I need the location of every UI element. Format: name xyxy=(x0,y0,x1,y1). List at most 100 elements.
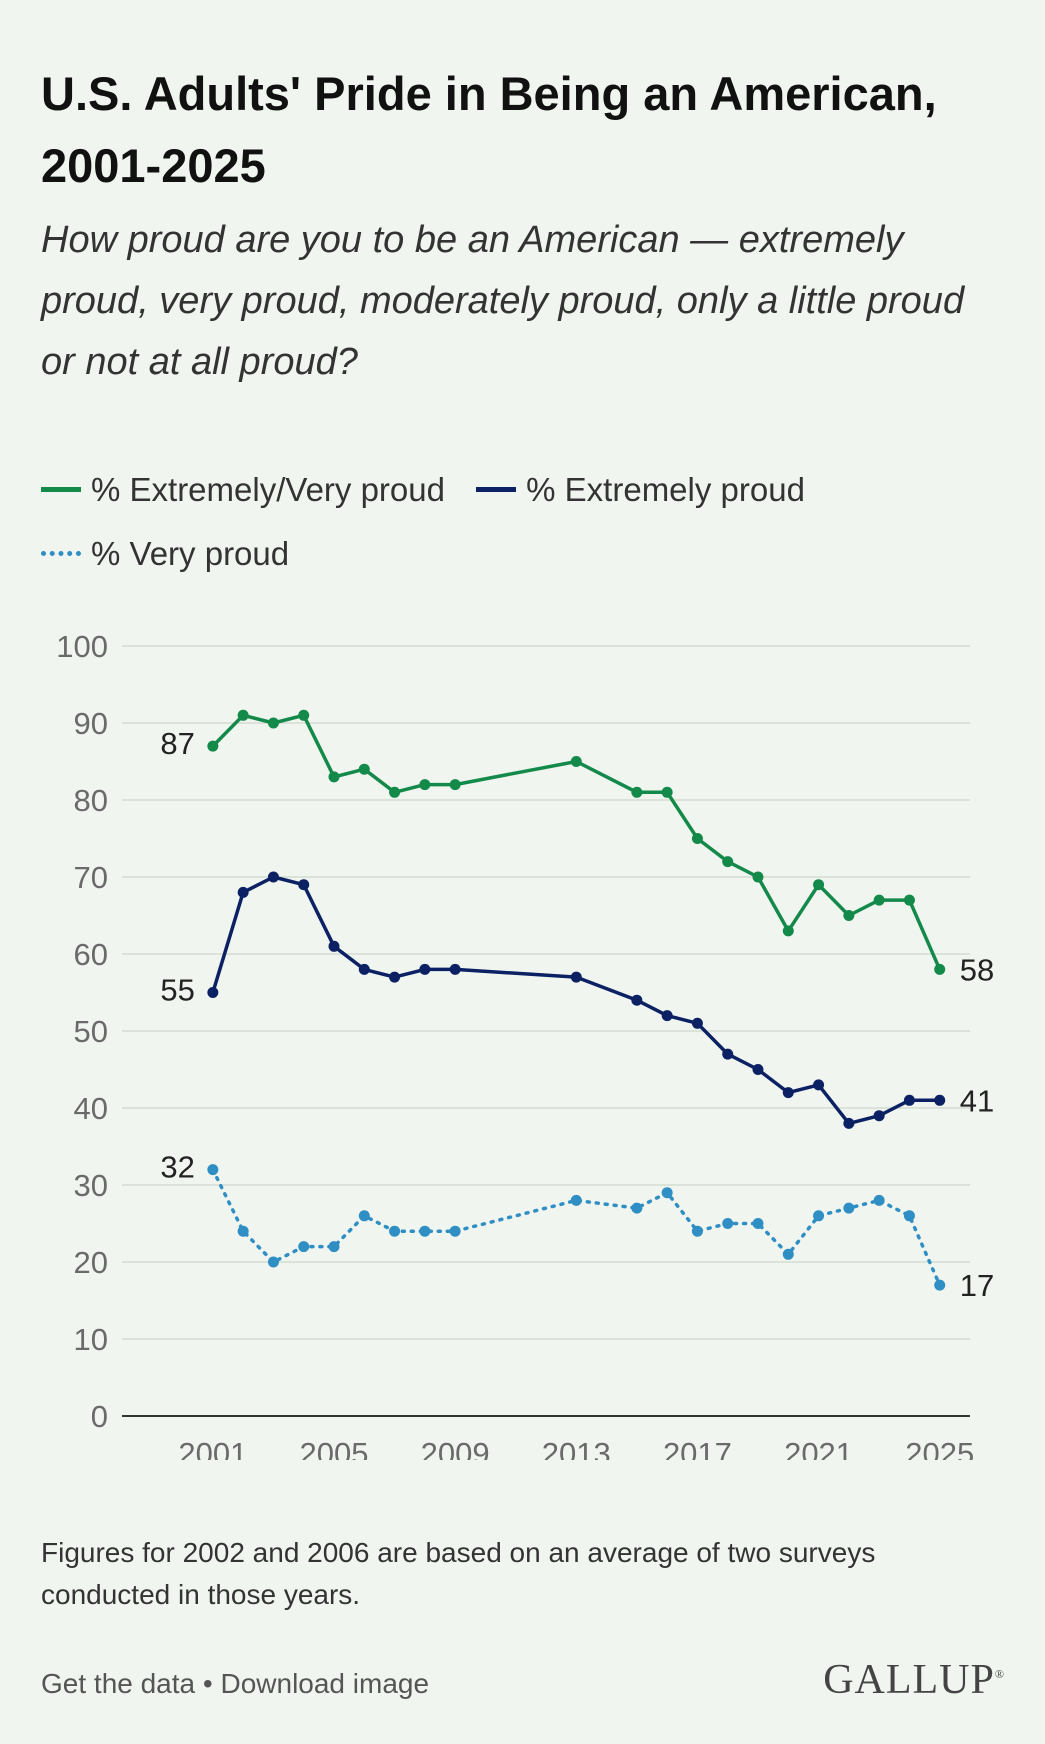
legend-item-extremely-very: % Extremely/Very proud xyxy=(41,458,445,522)
data-point xyxy=(661,786,673,798)
data-point xyxy=(449,779,461,791)
chart-title: U.S. Adults' Pride in Being an American,… xyxy=(41,67,937,192)
data-point xyxy=(237,709,249,721)
legend-label-extremely-very: % Extremely/Very proud xyxy=(91,471,445,508)
data-point xyxy=(843,910,855,921)
data-point xyxy=(570,1194,582,1206)
x-tick-label: 2021 xyxy=(784,1436,853,1460)
footer-separator: • xyxy=(195,1668,221,1699)
data-point xyxy=(873,1110,885,1122)
download-image-link[interactable]: Download image xyxy=(220,1668,430,1699)
grid-layer: 0 10 20 30 40 50 60 70 80 90 100 2001 2005 2009 2013 20… xyxy=(56,629,974,1460)
start-value-label: 87 xyxy=(160,726,194,761)
data-point xyxy=(843,1117,855,1129)
data-point xyxy=(782,1248,794,1260)
x-tick-label: 2013 xyxy=(542,1436,611,1460)
chart-note: Figures for 2002 and 2006 are based on a… xyxy=(41,1537,876,1610)
chart-subtitle: How proud are you to be an American — ex… xyxy=(41,219,965,383)
end-value-label: 17 xyxy=(960,1268,994,1303)
data-point xyxy=(207,740,219,752)
data-point xyxy=(267,871,279,883)
data-point xyxy=(449,963,461,975)
data-point xyxy=(419,963,431,975)
data-point xyxy=(237,1225,249,1237)
data-point xyxy=(813,1210,825,1222)
data-point xyxy=(389,971,401,983)
x-tick-label: 2001 xyxy=(178,1436,247,1460)
data-point xyxy=(358,1210,370,1222)
data-point xyxy=(661,1187,673,1199)
data-point xyxy=(631,994,643,1006)
y-tick-label: 30 xyxy=(74,1168,108,1203)
data-point xyxy=(934,1279,946,1291)
data-point xyxy=(722,1048,734,1060)
y-tick-label: 20 xyxy=(74,1245,108,1280)
data-point xyxy=(298,879,310,891)
footer-links: Get the data • Download image xyxy=(41,1668,429,1700)
data-point xyxy=(691,833,703,844)
x-tick-label: 2009 xyxy=(421,1436,490,1460)
data-point xyxy=(752,1064,764,1075)
data-point xyxy=(934,963,946,975)
data-point xyxy=(903,894,915,906)
data-point xyxy=(691,1225,703,1237)
gallup-logo-text: GALLUP xyxy=(823,1657,995,1703)
series-line xyxy=(211,713,942,972)
data-point xyxy=(570,756,582,767)
gallup-logo: GALLUP® xyxy=(823,1656,1005,1704)
data-point xyxy=(843,1202,855,1214)
data-point xyxy=(903,1210,915,1222)
legend-swatch-very xyxy=(41,550,81,556)
data-point xyxy=(358,963,370,975)
data-point xyxy=(237,886,249,898)
data-point xyxy=(813,1079,825,1091)
data-point xyxy=(782,1087,794,1099)
y-tick-label: 60 xyxy=(74,937,108,972)
data-point xyxy=(389,1225,401,1237)
data-point xyxy=(207,987,219,998)
x-tick-label: 2017 xyxy=(663,1436,732,1460)
legend-label-very: % Very proud xyxy=(91,535,290,572)
chart-legend: % Extremely/Very proud % Extremely proud… xyxy=(41,458,1001,586)
data-point xyxy=(873,1194,885,1206)
legend-item-very: % Very proud xyxy=(41,522,289,586)
legend-label-extremely: % Extremely proud xyxy=(526,471,805,508)
end-value-label: 41 xyxy=(960,1083,994,1118)
y-tick-label: 40 xyxy=(74,1091,108,1126)
data-point xyxy=(328,771,340,783)
y-tick-label: 100 xyxy=(56,629,108,664)
data-point xyxy=(419,1225,431,1237)
y-tick-label: 0 xyxy=(91,1399,108,1434)
data-point xyxy=(934,1094,946,1106)
legend-swatch-extremely-very xyxy=(41,486,81,492)
start-value-label: 55 xyxy=(160,973,194,1008)
data-point xyxy=(782,925,794,937)
start-value-label: 32 xyxy=(160,1150,194,1185)
data-point xyxy=(631,1202,643,1214)
y-tick-label: 50 xyxy=(74,1014,108,1049)
data-point xyxy=(813,879,825,891)
data-point xyxy=(298,709,310,721)
data-point xyxy=(873,894,885,906)
data-point xyxy=(267,1256,279,1268)
get-data-link[interactable]: Get the data xyxy=(41,1668,196,1699)
y-tick-label: 80 xyxy=(74,783,108,818)
data-point xyxy=(267,717,279,729)
data-point xyxy=(661,1010,673,1022)
data-point xyxy=(298,1241,310,1253)
series-layer xyxy=(207,709,946,1291)
data-point xyxy=(691,1017,703,1029)
series-line xyxy=(211,1167,942,1287)
data-point xyxy=(722,856,734,868)
x-tick-label: 2005 xyxy=(300,1436,369,1460)
data-point xyxy=(722,1218,734,1229)
end-value-label: 58 xyxy=(960,952,994,987)
data-point xyxy=(752,871,764,883)
label-layer: 87 58 55 41 32 17 xyxy=(160,726,994,1303)
registered-mark: ® xyxy=(994,1667,1005,1681)
data-point xyxy=(752,1218,764,1229)
y-tick-label: 10 xyxy=(74,1322,108,1357)
data-point xyxy=(389,786,401,798)
data-point xyxy=(570,971,582,983)
series-line xyxy=(211,875,942,1126)
